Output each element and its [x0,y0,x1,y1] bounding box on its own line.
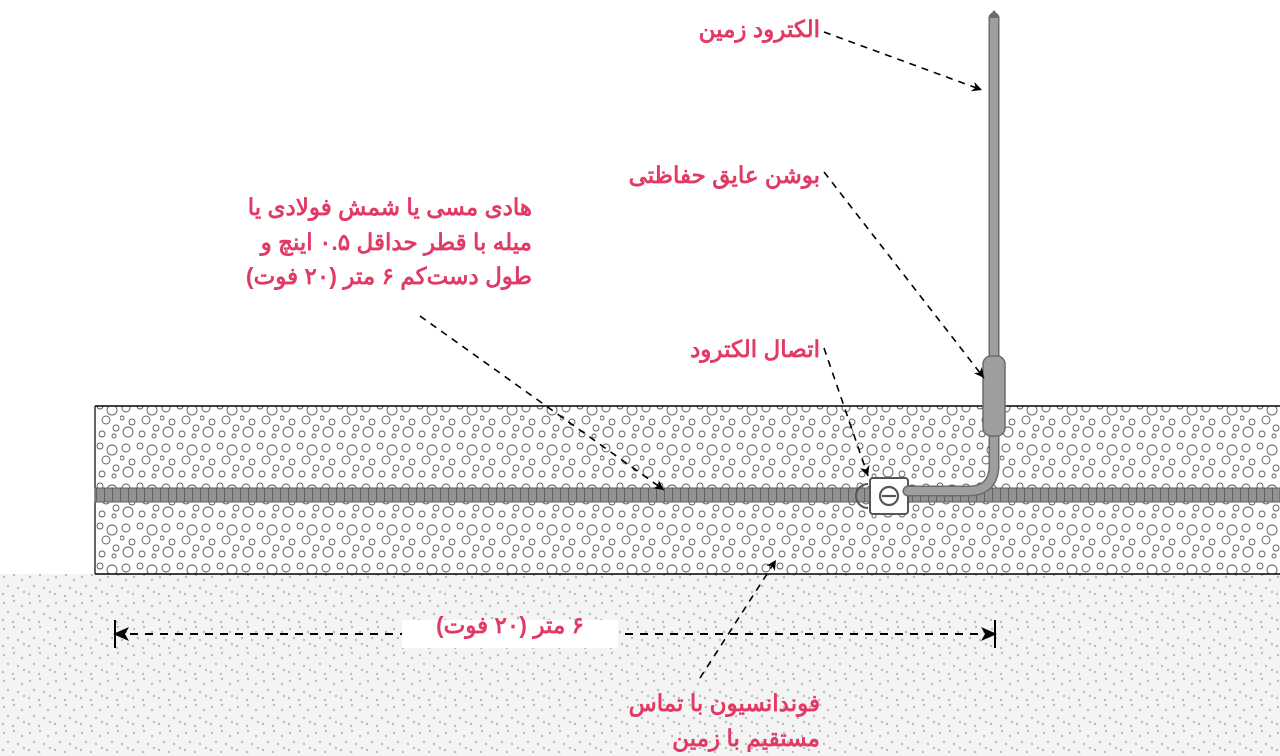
label-sleeve: بوشن عایق حفاظتی [580,158,820,193]
label-conductor: هادی مسی یا شمش فولادی یا میله با قطر حد… [172,190,532,294]
diagram-root: { "canvas":{"w":1280,"h":756,"bg":"#ffff… [0,0,1280,756]
label-connection: اتصال الکترود [580,332,820,367]
label-dimension: ۶ متر (۲۰ فوت) [380,608,640,643]
label-foundation: فوندانسیون با تماس مستقیم با زمین [520,686,820,755]
diagram-svg [0,0,1280,756]
label-electrode: الکترود زمین [580,12,820,47]
